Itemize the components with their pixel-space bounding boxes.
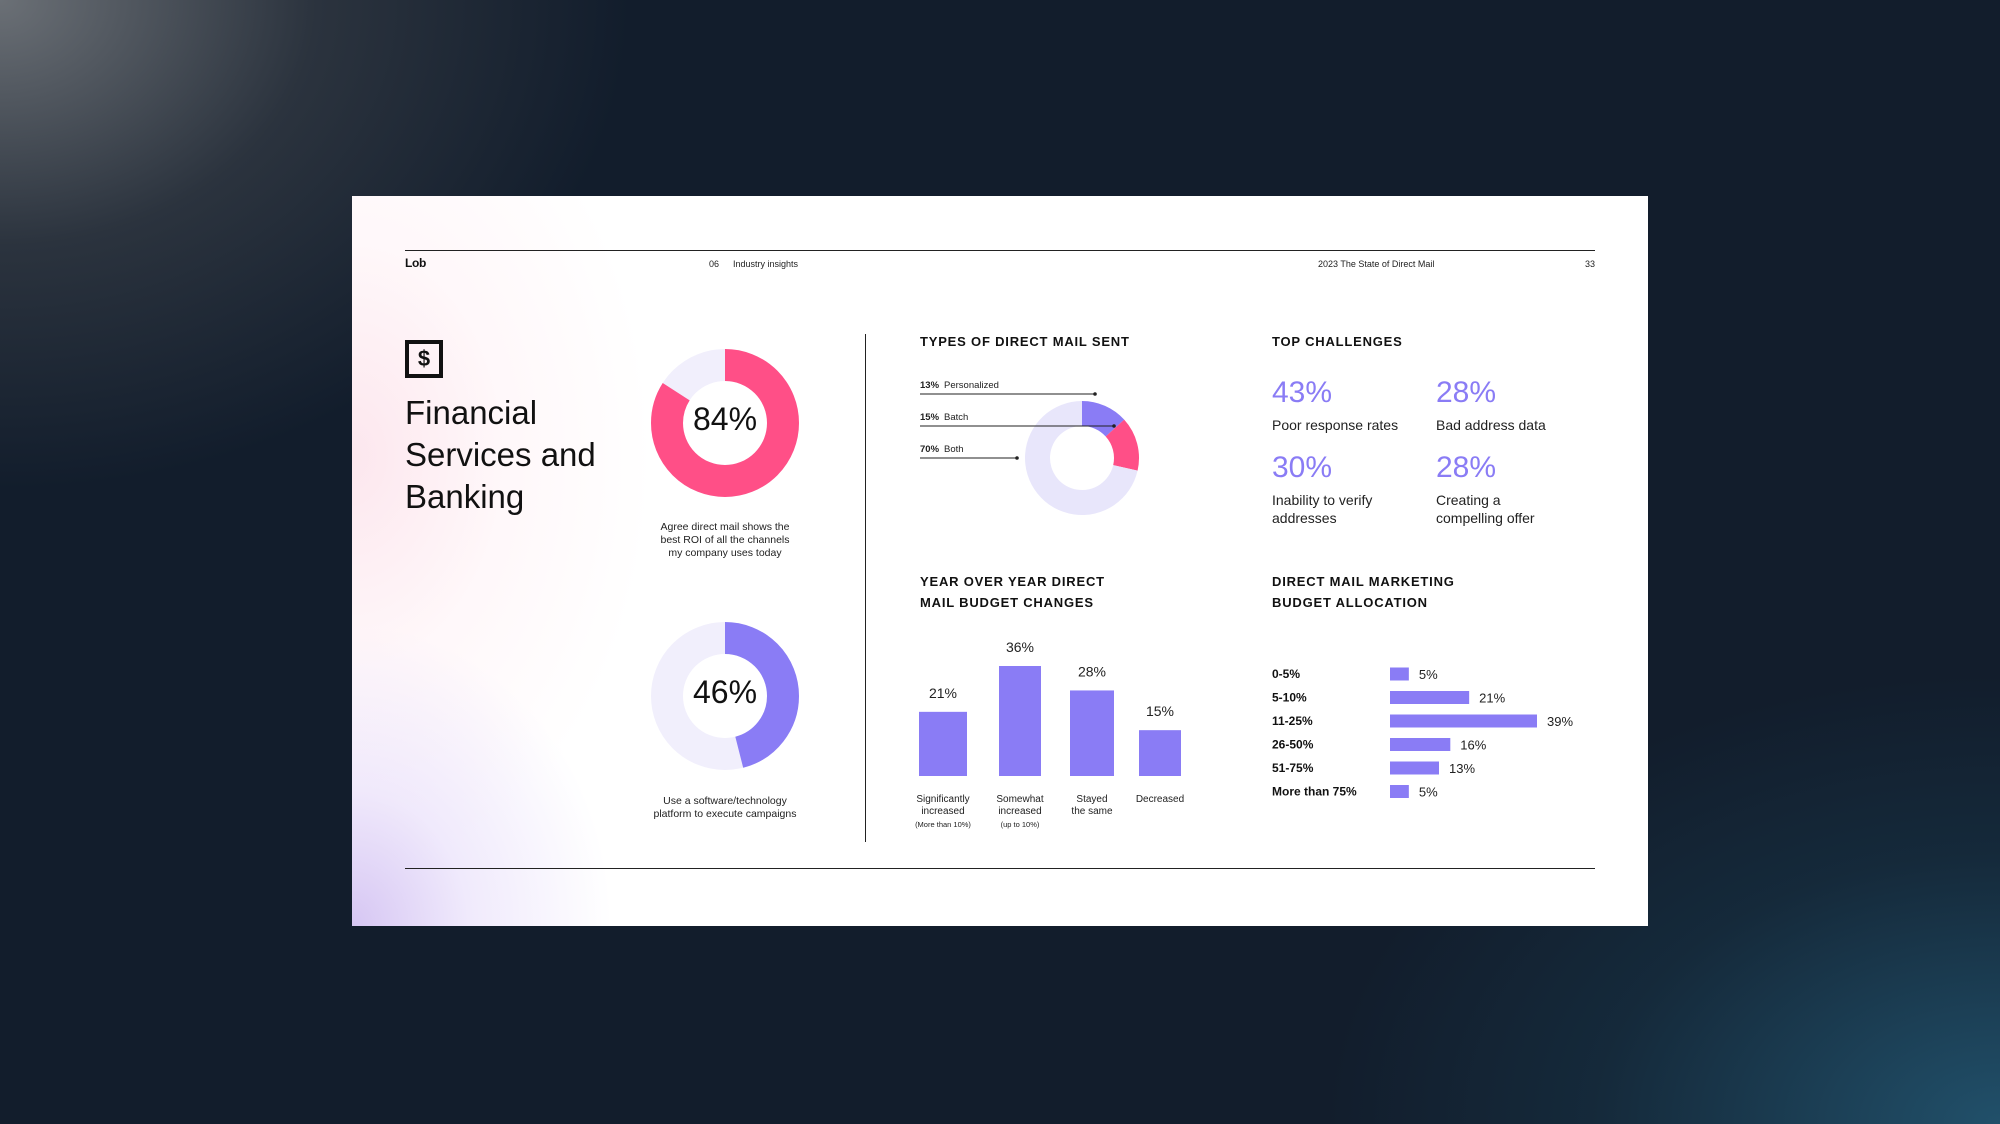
footer-rule xyxy=(405,868,1595,869)
bar-value-label: 36% xyxy=(1006,639,1034,655)
roi-donut xyxy=(651,349,799,497)
title-line: Financial xyxy=(405,394,538,431)
industry-title: Financial Services and Banking xyxy=(405,392,635,518)
category-label: Significantly xyxy=(916,794,969,805)
bar xyxy=(1390,785,1409,798)
challenge-desc: Creating a compelling offer xyxy=(1436,491,1535,527)
allocation-heading: DIRECT MAIL MARKETING BUDGET ALLOCATION xyxy=(1272,571,1455,613)
challenge-line: Poor response rates xyxy=(1272,417,1399,433)
category-note: (More than 10%) xyxy=(915,820,971,829)
caption-line: my company uses today xyxy=(668,547,782,559)
column-divider xyxy=(865,334,866,842)
roi-caption: Agree direct mail shows the best ROI of … xyxy=(635,521,815,560)
slice-label: 15% Batch xyxy=(920,412,968,423)
roi-value: 84% xyxy=(692,401,758,437)
leader-dot xyxy=(1112,424,1116,428)
pie-slice xyxy=(1025,401,1138,515)
category-label: More than 75% xyxy=(1272,785,1357,799)
category-label: 51-75% xyxy=(1272,761,1314,775)
category-label: 0-5% xyxy=(1272,667,1300,681)
bar-value-label: 39% xyxy=(1547,714,1573,729)
donut-fill xyxy=(651,622,799,770)
leader-dot xyxy=(1015,456,1019,460)
budget-heading: YEAR OVER YEAR DIRECT MAIL BUDGET CHANGE… xyxy=(920,571,1105,613)
page-gradient xyxy=(352,196,1648,926)
section-number: 06 xyxy=(709,259,720,269)
bar xyxy=(1390,761,1439,775)
challenge-desc: Poor response rates xyxy=(1272,416,1398,434)
challenge-value: 43% xyxy=(1272,376,1333,409)
challenge-value: 28% xyxy=(1436,376,1497,409)
caption-line: best ROI of all the channels xyxy=(660,534,790,546)
bar-value-label: 5% xyxy=(1419,667,1438,682)
report-title: 2023 The State of Direct Mail xyxy=(1318,259,1435,269)
challenge-line: compelling offer xyxy=(1436,510,1535,526)
bar-value-label: 13% xyxy=(1449,761,1475,776)
bar-value-label: 15% xyxy=(1146,703,1174,719)
bar xyxy=(1390,714,1537,728)
caption-line: Use a software/technology xyxy=(663,795,787,807)
pie-slice xyxy=(1105,419,1139,471)
challenge-line: Bad address data xyxy=(1436,417,1546,433)
title-line: Services and xyxy=(405,436,596,473)
bar-value-label: 21% xyxy=(1479,691,1505,706)
page-number: 33 xyxy=(1585,259,1596,269)
category-label: the same xyxy=(1071,806,1113,817)
bar xyxy=(1390,667,1409,681)
category-label: Somewhat xyxy=(996,794,1043,805)
heading-line: BUDGET ALLOCATION xyxy=(1272,595,1428,610)
donut-fill xyxy=(651,349,799,497)
challenges-heading: TOP CHALLENGES xyxy=(1272,334,1403,349)
leader-dot xyxy=(1093,392,1097,396)
category-label: 5-10% xyxy=(1272,691,1307,705)
types-chart: 13% Personalized 15% Batch 70% Both xyxy=(920,380,1139,515)
allocation-chart: 0-5% 5% 5-10% 21% 11-25% 39% 26-50% 16% 51-75% 13… xyxy=(1272,667,1573,800)
platform-donut xyxy=(651,622,799,770)
heading-line: MAIL BUDGET CHANGES xyxy=(920,595,1094,610)
bar-value-label: 5% xyxy=(1419,785,1438,800)
bar-value-label: 28% xyxy=(1078,663,1106,679)
types-heading: TYPES OF DIRECT MAIL SENT xyxy=(920,334,1130,349)
title-line: Banking xyxy=(405,478,525,515)
bar-value-label: 21% xyxy=(929,685,957,701)
bar xyxy=(1390,691,1470,704)
category-note: (up to 10%) xyxy=(1001,820,1040,829)
category-label: Stayed xyxy=(1076,794,1107,805)
platform-value: 46% xyxy=(692,674,758,710)
bar xyxy=(999,666,1041,776)
slice-label: 70% Both xyxy=(920,444,964,455)
dollar-sign-icon: $ xyxy=(405,340,443,378)
bar xyxy=(1070,690,1114,776)
caption-line: platform to execute campaigns xyxy=(653,808,797,820)
bar-value-label: 16% xyxy=(1460,738,1486,753)
slice-label: 13% Personalized xyxy=(920,380,999,391)
header-rule xyxy=(405,250,1595,251)
bar xyxy=(1390,738,1451,751)
caption-line: Agree direct mail shows the xyxy=(660,521,790,533)
category-label: Decreased xyxy=(1136,794,1184,805)
challenge-line: Creating a xyxy=(1436,492,1501,508)
category-label: 11-25% xyxy=(1272,714,1313,728)
logo: Lob xyxy=(405,256,427,270)
challenge-value: 28% xyxy=(1436,451,1497,484)
challenge-line: Inability to verify xyxy=(1272,492,1373,508)
category-label: increased xyxy=(998,806,1041,817)
report-page: Lob 06 Industry insights 2023 The State … xyxy=(352,196,1648,926)
category-label: increased xyxy=(921,806,964,817)
challenge-value: 30% xyxy=(1272,451,1333,484)
heading-line: DIRECT MAIL MARKETING xyxy=(1272,574,1455,589)
section-name: Industry insights xyxy=(733,259,799,269)
challenge-desc: Bad address data xyxy=(1436,416,1546,434)
challenge-desc: Inability to verify addresses xyxy=(1272,491,1372,527)
heading-line: YEAR OVER YEAR DIRECT xyxy=(920,574,1105,589)
bar xyxy=(919,711,967,776)
platform-caption: Use a software/technology platform to ex… xyxy=(635,795,815,821)
challenge-line: addresses xyxy=(1272,510,1337,526)
category-label: 26-50% xyxy=(1272,738,1314,752)
bar xyxy=(1139,730,1181,776)
